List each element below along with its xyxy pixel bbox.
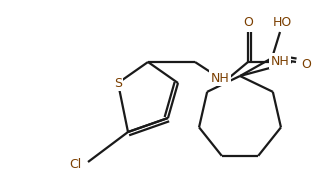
Text: NH: NH (211, 71, 229, 84)
Text: S: S (114, 76, 122, 89)
Text: NH: NH (271, 55, 290, 68)
Text: O: O (301, 57, 311, 71)
Text: O: O (243, 15, 253, 28)
Text: Cl: Cl (70, 158, 82, 170)
Text: HO: HO (272, 15, 292, 28)
